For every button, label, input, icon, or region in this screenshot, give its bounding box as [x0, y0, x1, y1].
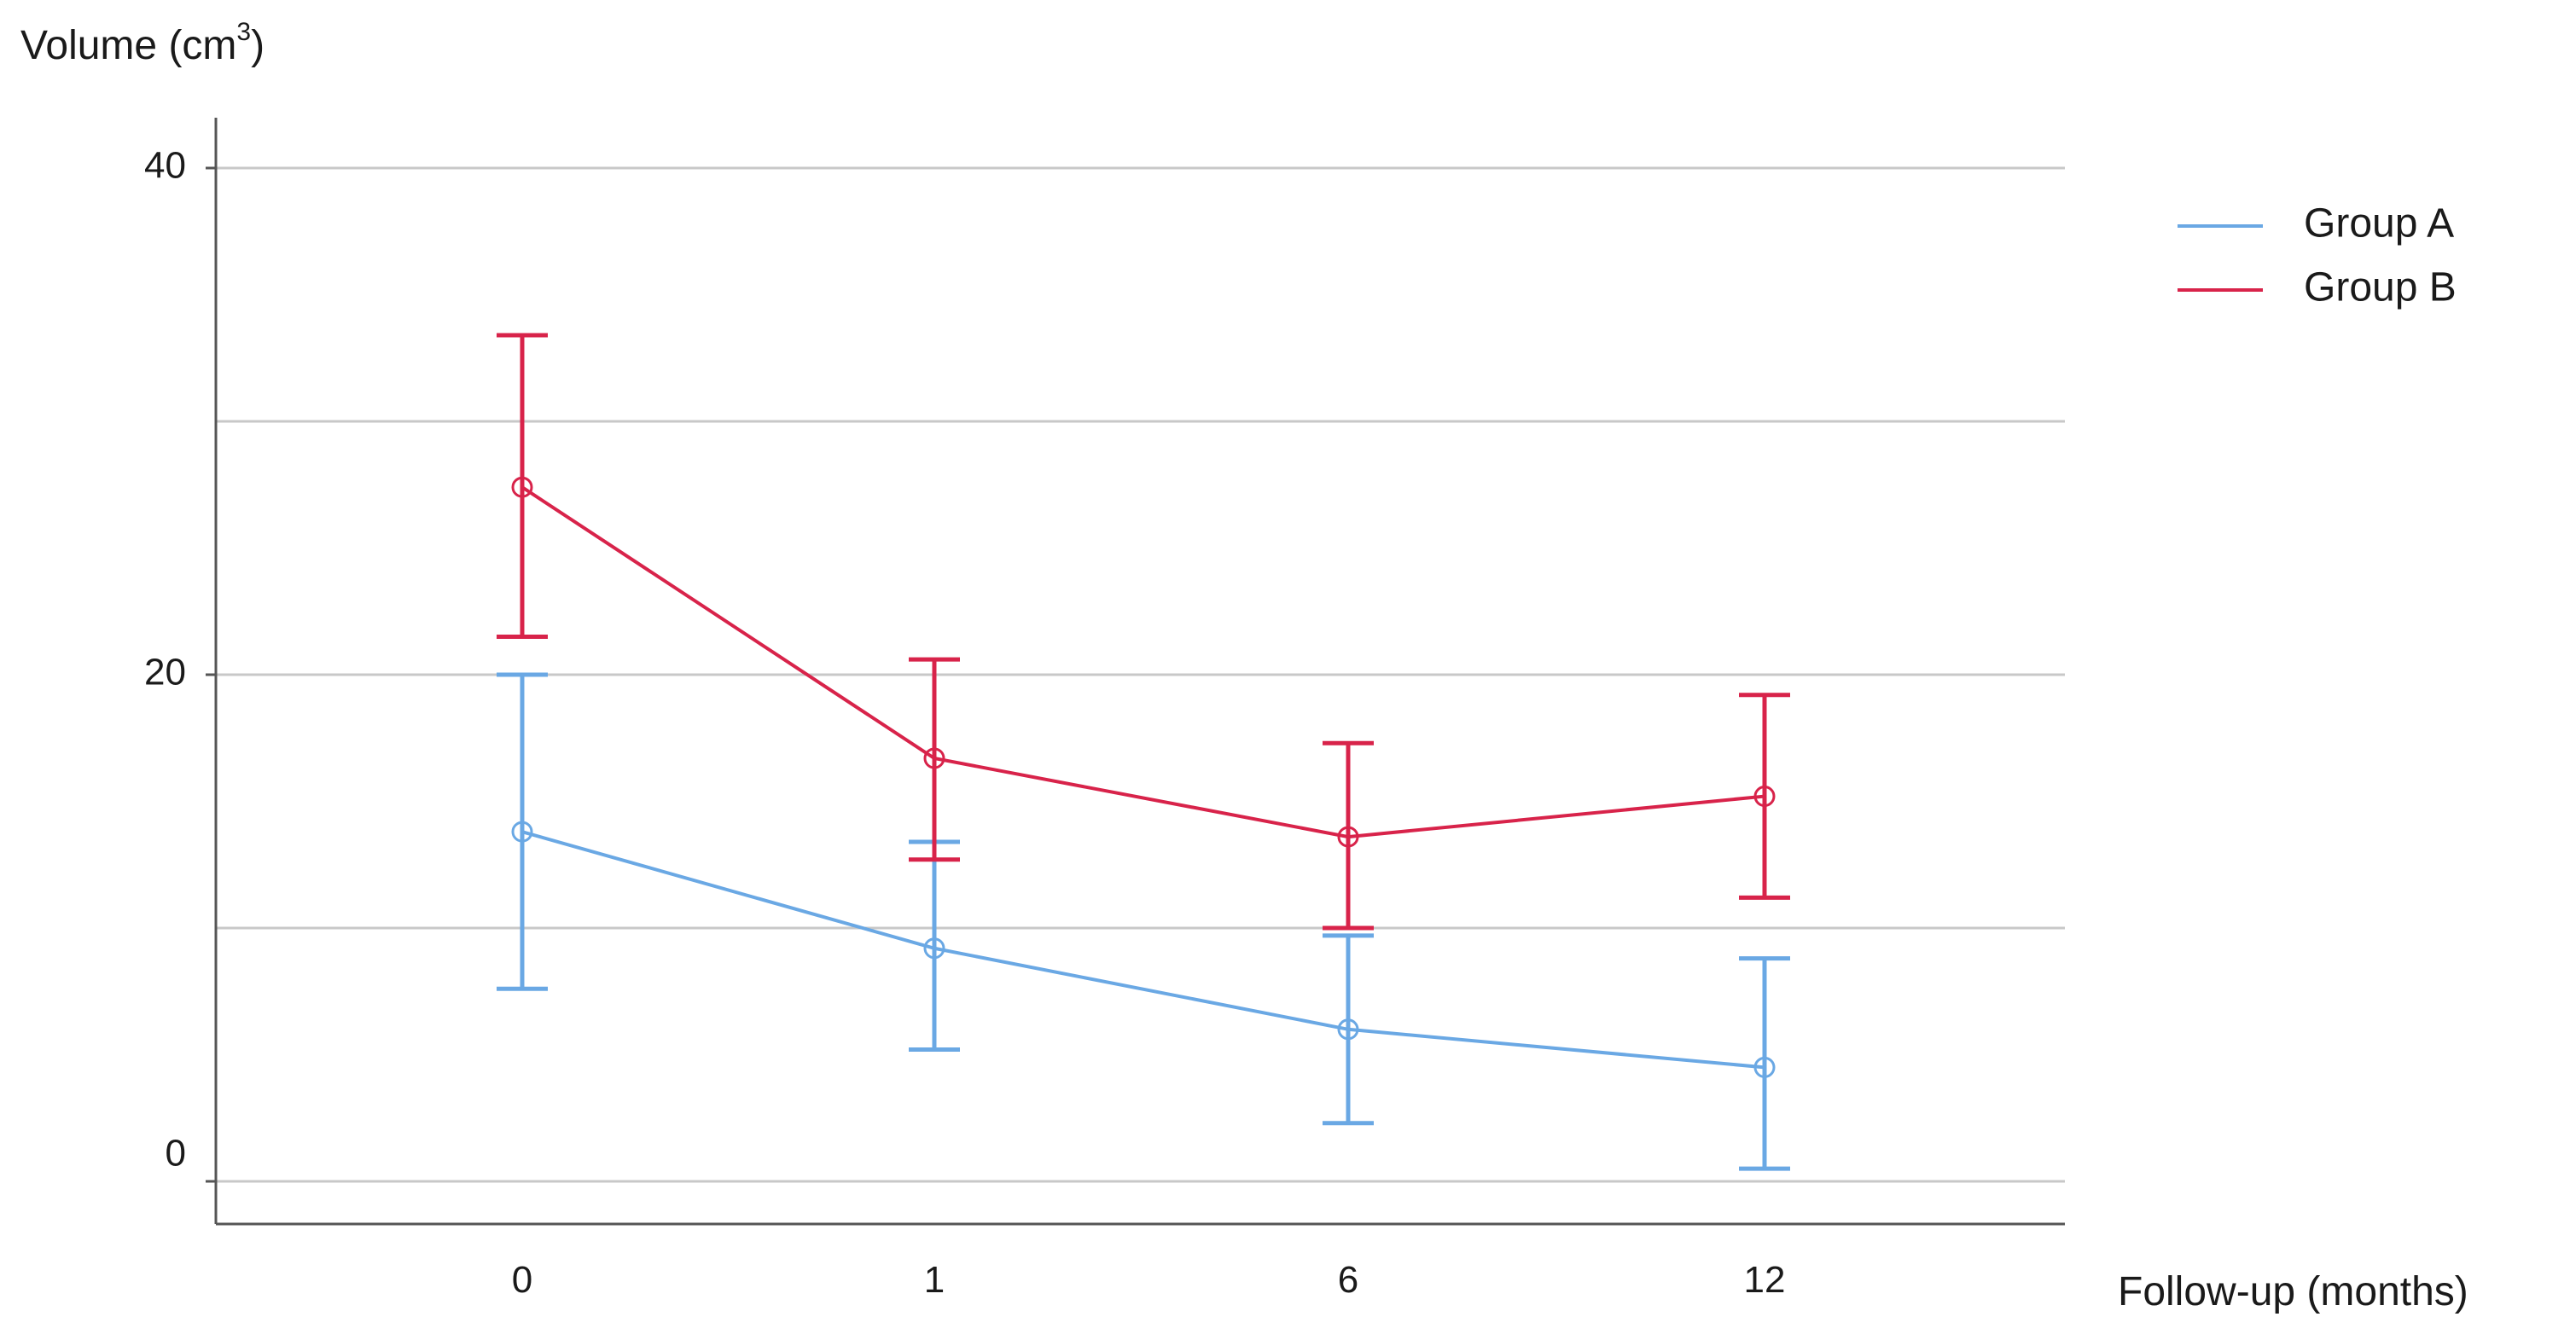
x-axis-title: Follow-up (months) [2118, 1269, 2468, 1314]
x-tick-label: 1 [924, 1259, 945, 1301]
y-axis-title-text: Volume (cm [20, 23, 237, 68]
y-tick-label: 20 [144, 652, 186, 693]
x-tick-label: 0 [512, 1259, 532, 1301]
data-point [1337, 1018, 1359, 1041]
y-axis-title-suffix: ) [251, 23, 265, 68]
x-tick-label: 12 [1744, 1259, 1786, 1301]
x-tick-labels: 0 1 6 12 [512, 1259, 1786, 1301]
y-tick-label: 40 [144, 145, 186, 187]
x-tick-label: 6 [1338, 1259, 1358, 1301]
y-tick-label: 0 [166, 1133, 186, 1175]
y-axis-title-superscript: 3 [236, 18, 252, 46]
data-point [1753, 786, 1776, 808]
data-point [923, 937, 945, 960]
legend-label: Group A [2304, 201, 2454, 247]
data-point [923, 747, 945, 769]
legend-label: Group B [2304, 265, 2457, 310]
y-axis-title: Volume (cm3) [20, 15, 265, 77]
axes [214, 118, 2065, 1226]
y-tick-labels: 0 20 40 [144, 145, 216, 1183]
data-point [511, 476, 533, 498]
data-point [511, 821, 533, 843]
gridlines [216, 166, 2065, 1183]
legend-item: Group A [2178, 201, 2454, 247]
series-layer [497, 333, 1790, 1171]
series-line [521, 830, 1765, 1070]
series-line [520, 485, 1765, 839]
legend: Group A Group B [2178, 201, 2457, 310]
series-group-a [497, 672, 1790, 1171]
series-group-b [497, 333, 1790, 931]
data-point [1337, 826, 1359, 848]
legend-item: Group B [2178, 265, 2457, 310]
data-point [1753, 1056, 1776, 1078]
